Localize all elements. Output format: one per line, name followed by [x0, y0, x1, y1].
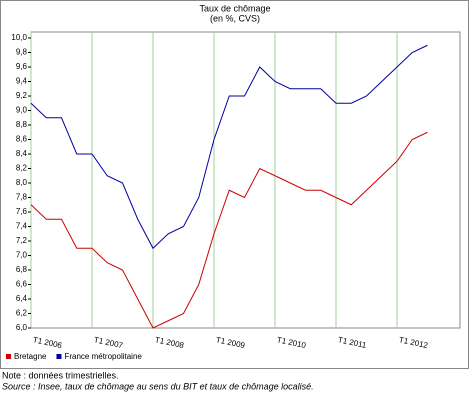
line-series	[30, 44, 428, 250]
y-tick-label: 7,4	[16, 222, 28, 231]
y-tick-label: 7,2	[16, 236, 28, 245]
y-tick-label: 8,0	[16, 178, 28, 187]
y-tick-label: 6,2	[16, 309, 28, 318]
y-tick-label: 6,4	[16, 294, 28, 303]
x-tick-label: T1 2011	[337, 335, 368, 350]
legend-swatch	[6, 354, 11, 359]
y-tick-label: 9,0	[16, 106, 28, 115]
note: Note : données trimestrielles.	[2, 370, 119, 380]
x-tick-label: T1 2008	[154, 335, 185, 350]
chart-subtitle: (en %, CVS)	[210, 13, 260, 23]
y-tick-label: 9,4	[16, 77, 28, 86]
frame	[0, 0, 469, 369]
chart-title: Taux de chômage	[199, 3, 270, 13]
x-tick-label: T1 2006	[32, 335, 63, 350]
y-tick-label: 8,8	[16, 120, 28, 129]
y-tick-label: 6,0	[16, 323, 28, 332]
legend-swatch	[56, 354, 62, 359]
y-tick-label: 7,0	[16, 251, 28, 260]
x-tick-label: T1 2010	[276, 335, 307, 350]
y-tick-label: 9,2	[16, 91, 28, 100]
plot-area	[30, 31, 461, 329]
y-tick-label: 8,2	[16, 164, 28, 173]
legend-label: France métropolitaine	[64, 352, 142, 361]
y-tick-label: 8,6	[16, 135, 28, 144]
source: Source : Insee, taux de chômage au sens …	[2, 381, 314, 391]
x-tick-label: T1 2007	[93, 335, 124, 350]
y-tick-label: 10,0	[11, 33, 27, 42]
line-series	[30, 131, 428, 329]
y-tick-label: 9,8	[16, 48, 28, 57]
y-tick-label: 6,6	[16, 280, 28, 289]
y-tick-label: 6,8	[16, 265, 28, 274]
y-tick-label: 7,6	[16, 207, 28, 216]
legend-label: Bretagne	[14, 352, 47, 361]
x-tick-label: T1 2012	[398, 335, 429, 350]
y-tick-label: 7,8	[16, 193, 28, 202]
y-tick-label: 9,6	[16, 62, 28, 71]
x-tick-label: T1 2009	[215, 335, 246, 350]
y-tick-label: 8,4	[16, 149, 28, 158]
